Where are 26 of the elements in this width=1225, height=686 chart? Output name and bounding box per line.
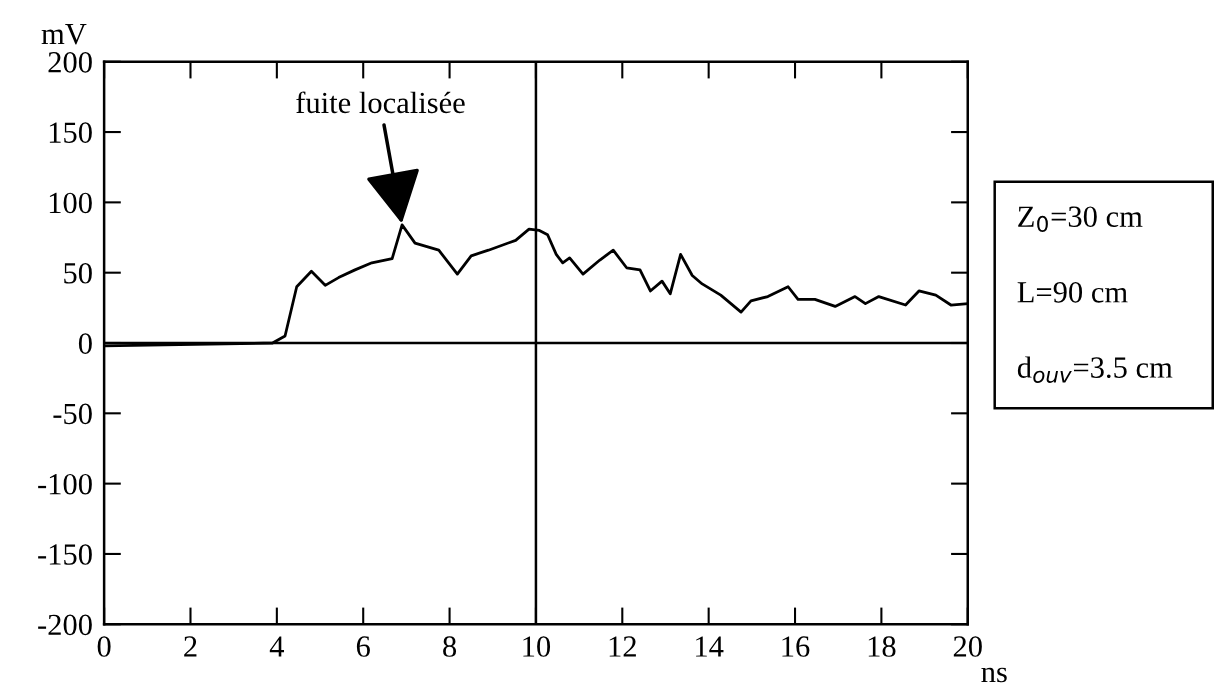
x-tick-label: 10 [523,636,551,657]
x-tick-label: 4 [269,636,285,657]
text: L=90 cm [1017,282,1128,303]
x-tick-label: 18 [868,636,896,657]
x-tick-label: 12 [609,636,636,657]
y-tick-label: 100 [49,192,92,214]
x-tick-label: 14 [696,636,724,657]
x-tick-label: 2 [184,636,197,657]
y-tick-label: 150 [49,122,92,143]
x-axis-title: ns [981,667,1007,683]
x-tick-label: 20 [953,636,982,657]
x-tick-label: 8 [443,636,457,657]
y-tick-label: -100 [38,473,92,495]
y-tick-label: 200 [48,52,92,73]
x-tick-label: 6 [356,636,370,657]
y-tick-label: -50 [53,403,92,425]
text: Z$_{0}$=30 cm [1018,206,1143,233]
annotation: fuite localisée [296,91,465,114]
y-tick-label: -150 [38,544,92,565]
x-tick-label: 16 [782,636,810,657]
y-tick-label: 50 [64,262,92,284]
y-tick-label: -200 [38,614,92,636]
y-tick-label: 0 [78,333,92,354]
y-axis-title: mV [41,23,87,45]
x-tick-label: 0 [97,636,111,657]
text: d$_{ouv}$=3.5 cm [1017,356,1173,383]
